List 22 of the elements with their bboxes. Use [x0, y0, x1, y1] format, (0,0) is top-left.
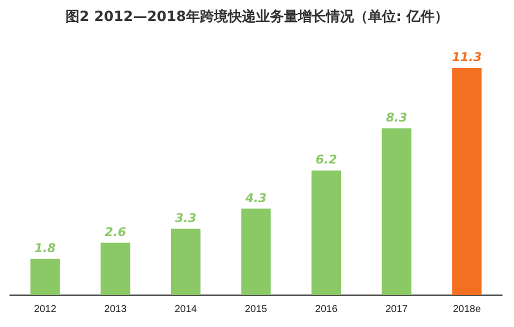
x-tick-label: 2016 — [315, 304, 338, 315]
data-label: 6.2 — [316, 152, 337, 167]
data-label: 1.8 — [34, 240, 56, 255]
bar — [100, 242, 130, 295]
bar — [312, 170, 342, 295]
x-tick-label: 2013 — [104, 304, 127, 315]
x-tick-label: 2014 — [174, 304, 198, 315]
x-tick-label: 2012 — [34, 304, 57, 315]
chart-title: 图2 2012—2018年跨境快递业务量增长情况（单位: 亿件） — [64, 8, 450, 26]
data-label: 8.3 — [386, 110, 408, 124]
bar — [241, 208, 271, 295]
bar — [382, 128, 412, 295]
x-tick-label: 2015 — [244, 304, 268, 315]
x-tick-label: 2017 — [385, 304, 408, 315]
data-label: 4.3 — [244, 190, 267, 205]
data-label: 2.6 — [104, 224, 126, 239]
data-label: 11.3 — [452, 50, 482, 64]
data-label: 3.3 — [175, 210, 196, 225]
bar — [30, 258, 60, 295]
x-tick-label: 2018e — [452, 304, 482, 315]
bar — [170, 228, 200, 295]
bar — [452, 68, 482, 295]
